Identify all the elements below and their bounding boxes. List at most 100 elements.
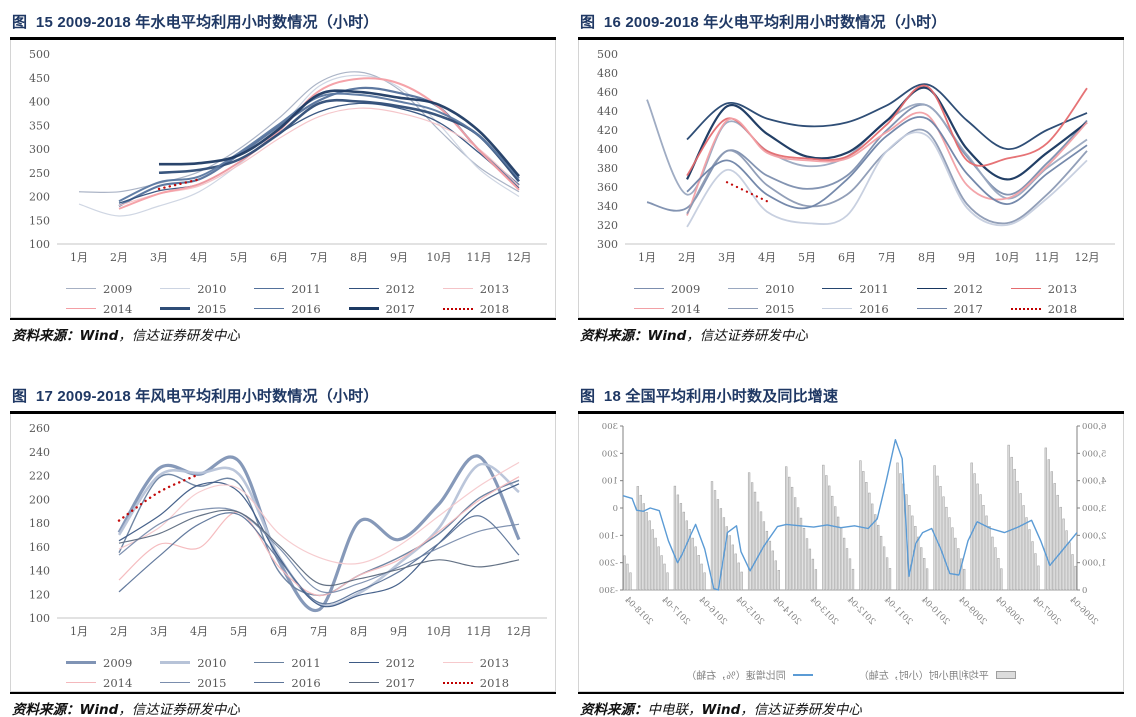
source-text: Wind [647, 328, 687, 344]
bar-2010 [896, 462, 899, 590]
legend-item-2015: 2015 [728, 301, 822, 317]
growth-tick-label: -300 [599, 586, 618, 596]
figure-17-title: 图 17 2009-2018 年风电平均利用小时数情况（小时） [12, 388, 379, 405]
bar-2015 [728, 534, 731, 590]
bar-2014 [747, 471, 751, 590]
x-tick-label: 2011-04 [882, 595, 914, 627]
bar-2018 [629, 572, 632, 590]
x-tick-label: 9月 [390, 251, 408, 264]
y-tick-label: 400 [597, 143, 618, 156]
x-tick-label: 2016-04 [697, 595, 729, 627]
legend-label: 2016 [291, 675, 321, 690]
series-2016-line [118, 511, 520, 604]
x-tick-label: 2009-04 [956, 595, 988, 627]
source-prefix: 资料来源： [580, 328, 648, 344]
series-2017-line [686, 115, 1088, 209]
bar-2013 [814, 568, 818, 590]
series-2017-line [158, 88, 520, 177]
bar-2011 [885, 556, 889, 590]
legend-swatch-2010 [728, 287, 759, 290]
legend-swatch-2013 [1010, 287, 1041, 290]
series-2009-line [117, 454, 521, 612]
legend-label: 2011 [291, 281, 321, 296]
bar-2016 [679, 502, 683, 590]
series-2012-line [118, 481, 520, 607]
bar-2009 [948, 516, 951, 590]
national-utilization-and-yoy-plot: 0 1,000 2,000 3,000 4,000 5,000 6,000 300 200 100… [599, 422, 1106, 627]
y-tick-label: 150 [29, 214, 50, 227]
bar-2017 [654, 537, 657, 590]
bar-2007 [1016, 480, 1019, 590]
x-tick-label: 7月 [310, 625, 328, 638]
legend-label: 2017 [385, 301, 415, 316]
legend-swatch-2014 [634, 307, 664, 310]
legend-swatch-2017 [348, 307, 379, 310]
series-2015-line [118, 506, 520, 593]
y-tick-label: 140 [29, 564, 50, 577]
legend-swatch-2016 [822, 307, 853, 310]
figure-17-chart: 100 120 140 160 180 200 220 240 260 1月 2月 3月 4月 5月 6月 7… [11, 414, 555, 691]
series-2013-line [118, 461, 520, 565]
x-tick-label: 4月 [758, 251, 776, 264]
legend-label: 2014 [103, 675, 133, 690]
x-tick-label: 2015-04 [734, 595, 766, 627]
legend-item-2011: 2011 [254, 281, 348, 297]
hours-tick-label: 1,000 [1082, 558, 1106, 568]
source-text: Wind [79, 328, 119, 344]
legend-label: 2012 [385, 281, 415, 296]
bar-2016 [700, 563, 703, 590]
legend-swatch-2009 [66, 661, 96, 664]
bar-2012 [822, 464, 825, 590]
bar-2008 [982, 504, 985, 590]
x-tick-label: 9月 [958, 251, 976, 264]
bar-2006 [1047, 458, 1050, 590]
y-tick-label: 220 [29, 469, 50, 482]
bar-2016 [694, 546, 697, 590]
bar-2017 [648, 520, 651, 590]
bar-2012 [825, 474, 828, 590]
legend-item-2018: 2018 [442, 301, 537, 317]
panel-figure-15: 图 15 2009-2018 年水电平均利用小时数情况（小时） 100 150 20… [10, 8, 556, 344]
bar-2008 [997, 557, 1000, 590]
x-tick-label: 2013-04 [808, 595, 840, 627]
footer-rule [10, 691, 556, 694]
bar-2015 [716, 498, 720, 590]
x-tick-label: 11月 [467, 251, 492, 264]
legend-swatch-2010 [160, 661, 191, 664]
legend-swatch-2010 [160, 287, 191, 290]
bar-2018 [623, 555, 626, 590]
figure-15-source: 资料来源：Wind，信达证券研发中心 [10, 320, 556, 344]
bar-2014 [762, 520, 766, 590]
x-tick-label: 10月 [995, 251, 1020, 264]
legend-item-2010: 2010 [160, 655, 254, 671]
title-rule [578, 37, 1124, 40]
legend-label: 2010 [765, 281, 795, 296]
bar-2008 [985, 515, 988, 590]
source-prefix: 资料来源： [580, 702, 648, 717]
bar-2011 [859, 459, 862, 590]
series-2015-line [686, 128, 1088, 224]
bar-2012 [836, 516, 840, 590]
x-tick-label: 2月 [110, 625, 128, 638]
bar-2010 [917, 536, 920, 590]
y-tick-label: 350 [29, 119, 50, 132]
legend-swatch-2011 [254, 661, 285, 664]
y-tick-label: 180 [29, 517, 50, 530]
wind-utilization-hours-plot: 100 120 140 160 180 200 220 240 260 1月 2月 3月 4月 5月 6月 7… [29, 422, 547, 638]
title-rule [10, 37, 556, 40]
bar-2013 [785, 465, 788, 590]
source-text: ，信达证券研发中心 [118, 702, 240, 717]
title-rule [10, 411, 556, 414]
legend-item-2011: 2011 [822, 281, 916, 297]
x-tick-label: 2006-04 [1067, 595, 1099, 627]
x-tick-label: 6月 [270, 251, 288, 264]
x-tick-label: 10月 [427, 625, 452, 638]
bar-2010 [914, 525, 917, 590]
legend-label: 2014 [671, 301, 701, 316]
figure-16-source: 资料来源：Wind，信达证券研发中心 [578, 320, 1124, 344]
bar-2012 [845, 547, 849, 590]
x-tick-label: 7月 [310, 251, 328, 264]
legend-item-2010: 2010 [160, 281, 254, 297]
hydro-utilization-hours-plot: 100 150 200 250 300 350 400 450 500 1月 2月 3月 4月 5月 6月 7… [29, 48, 547, 264]
legend-swatch-2018 [442, 307, 473, 310]
